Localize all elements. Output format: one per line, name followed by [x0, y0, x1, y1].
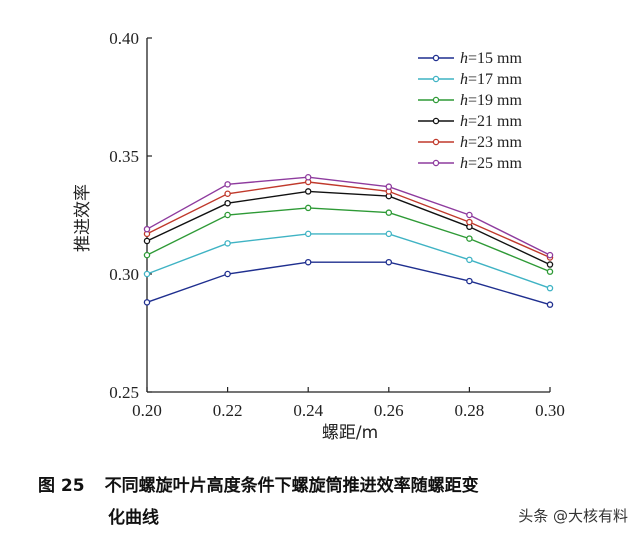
- data-point: [466, 218, 473, 226]
- series-line: [146, 190, 551, 266]
- x-axis-title: 螺距/m: [322, 423, 378, 443]
- legend-marker: [432, 54, 440, 62]
- data-point: [224, 270, 231, 278]
- data-point: [143, 251, 151, 259]
- data-point: [143, 225, 151, 233]
- legend-label: h=17 mm: [460, 71, 522, 88]
- x-tick-label: 0.30: [535, 401, 565, 420]
- legend-label: h=25 mm: [460, 155, 522, 172]
- axes: 0.20 0.22 0.24 0.26 0.28 0.30 0.25 0.30 0.35 0.40: [109, 29, 565, 420]
- x-tick-label: 0.20: [132, 401, 162, 420]
- data-point: [224, 199, 231, 207]
- series-line: [146, 261, 551, 306]
- data-point: [224, 240, 231, 247]
- caption-line-2: 化曲线: [38, 502, 618, 534]
- data-point: [224, 181, 231, 188]
- legend-label: h=19 mm: [460, 92, 522, 109]
- plot-area: [143, 173, 554, 308]
- figure-number: 图 25: [38, 476, 85, 496]
- series-1: [143, 230, 554, 292]
- data-point: [304, 173, 312, 181]
- series-5: [143, 173, 554, 259]
- data-point: [304, 258, 312, 266]
- watermark-text: 头条 @大核有料: [518, 507, 628, 525]
- data-point: [143, 237, 151, 245]
- data-point: [466, 211, 473, 219]
- data-point: [385, 230, 393, 238]
- series-line: [146, 181, 551, 259]
- series-4: [143, 178, 554, 261]
- x-tick-label: 0.28: [455, 401, 485, 420]
- legend-label: h=15 mm: [460, 50, 522, 67]
- y-tick-label: 0.30: [109, 265, 139, 284]
- y-tick-label: 0.35: [109, 147, 139, 166]
- data-point: [143, 270, 151, 278]
- legend-label: h=21 mm: [460, 113, 522, 130]
- data-point: [546, 284, 554, 292]
- caption-text-2: 化曲线: [108, 508, 159, 528]
- chart: 0.20 0.22 0.24 0.26 0.28 0.30 0.25 0.30 0.35 0.40…: [73, 29, 565, 443]
- data-point: [304, 204, 312, 212]
- series-line: [146, 207, 551, 273]
- caption-text-1: 不同螺旋叶片高度条件下螺旋筒推进效率随螺距变: [104, 476, 479, 496]
- x-tick-label: 0.24: [293, 401, 323, 420]
- series-3: [143, 188, 554, 268]
- y-tick-label: 0.40: [109, 29, 139, 48]
- figure-caption: 图 25 不同螺旋叶片高度条件下螺旋筒推进效率随螺距变 化曲线: [38, 470, 618, 534]
- legend-item: h=21 mm: [418, 113, 522, 130]
- legend-item: h=19 mm: [418, 92, 522, 109]
- data-point: [224, 190, 231, 198]
- y-tick-label: 0.25: [109, 383, 139, 402]
- data-point: [385, 183, 393, 190]
- data-point: [466, 256, 473, 264]
- series-line: [146, 233, 551, 289]
- data-point: [546, 261, 554, 268]
- legend-item: h=25 mm: [418, 155, 522, 172]
- data-point: [466, 277, 473, 285]
- data-point: [466, 235, 473, 242]
- series-line: [146, 176, 551, 256]
- legend-label: h=23 mm: [460, 134, 522, 151]
- legend-marker: [432, 75, 440, 83]
- legend-item: h=15 mm: [418, 50, 522, 67]
- y-axis-title: 推进效率: [73, 184, 93, 252]
- legend-marker: [432, 117, 440, 125]
- legend-marker: [432, 159, 440, 167]
- data-point: [385, 209, 393, 216]
- data-point: [143, 299, 151, 306]
- series-0: [143, 258, 554, 308]
- legend: h=15 mm h=17 mm h=19 mm h=21 mm h=23 mm h=25 …: [418, 50, 522, 172]
- x-tick-label: 0.22: [213, 401, 243, 420]
- legend-marker: [432, 96, 440, 104]
- x-tick-label: 0.26: [374, 401, 404, 420]
- data-point: [546, 251, 554, 259]
- legend-marker: [432, 138, 440, 146]
- data-point: [224, 211, 231, 219]
- data-point: [546, 268, 554, 275]
- legend-item: h=23 mm: [418, 134, 522, 151]
- data-point: [304, 188, 312, 195]
- legend-item: h=17 mm: [418, 71, 522, 88]
- caption-line-1: 图 25 不同螺旋叶片高度条件下螺旋筒推进效率随螺距变: [38, 470, 618, 502]
- data-point: [546, 301, 554, 308]
- data-point: [304, 230, 312, 238]
- data-point: [385, 258, 393, 266]
- series-2: [143, 204, 554, 275]
